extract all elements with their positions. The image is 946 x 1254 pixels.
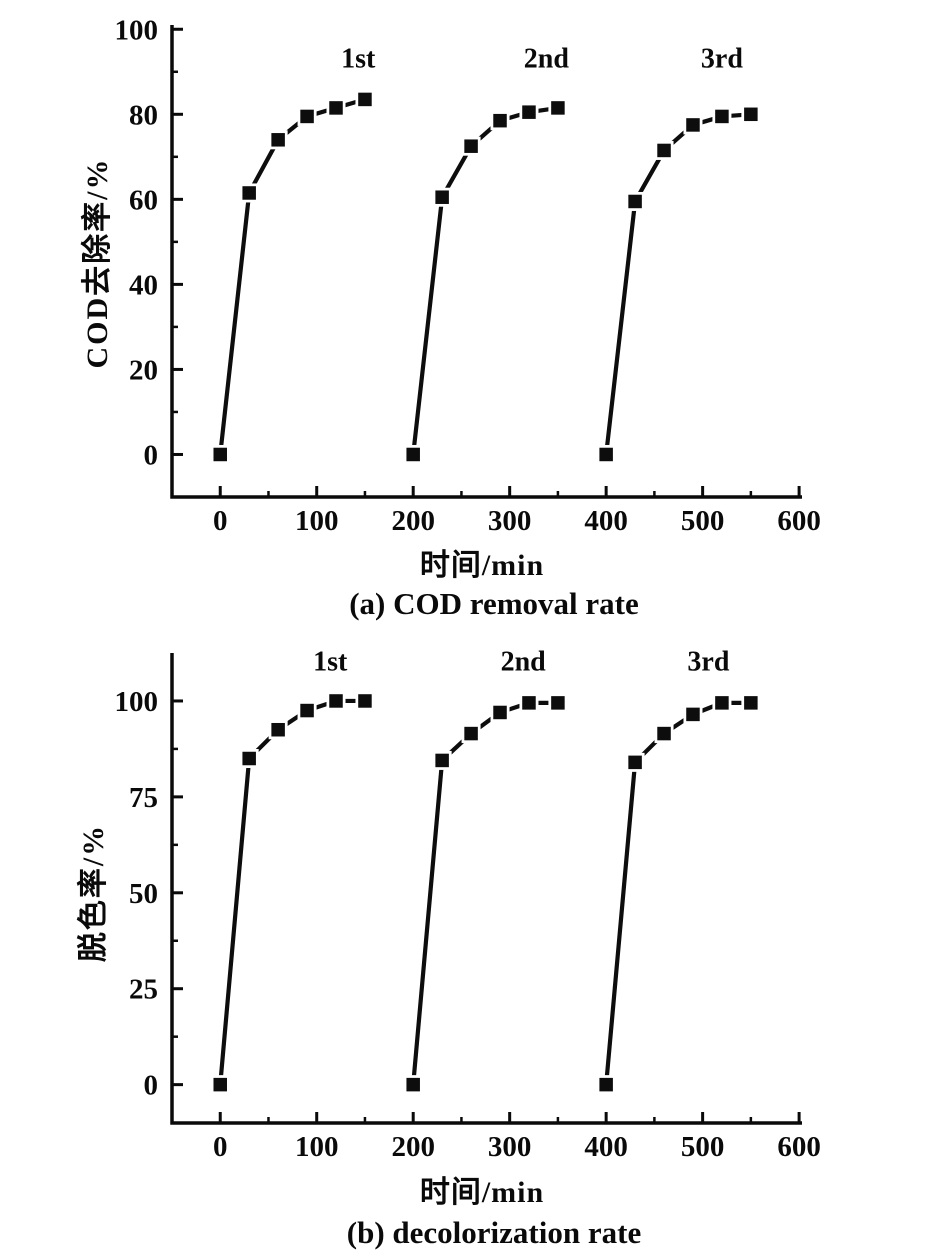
decolorization-chart-caption: (b) decolorization rate — [346, 1215, 642, 1250]
data-point-marker — [628, 755, 642, 770]
data-point-marker — [628, 194, 642, 209]
series-2nd: 2nd — [403, 646, 568, 1095]
y-tick-label: 0 — [144, 1070, 159, 1102]
series-label: 1st — [313, 646, 348, 677]
series-line — [218, 97, 366, 455]
data-point-marker — [522, 696, 536, 710]
data-point-marker — [271, 722, 285, 737]
data-point-marker — [715, 109, 729, 124]
y-tick-label: 100 — [115, 14, 159, 46]
data-point-marker — [406, 1077, 420, 1092]
data-point-marker — [493, 113, 507, 128]
x-tick-label: 0 — [213, 505, 228, 537]
x-tick-label: 0 — [213, 1131, 228, 1163]
data-point-marker — [464, 139, 478, 153]
cod-chart-caption: (a) COD removal rate — [349, 586, 639, 621]
y-tick-label: 25 — [129, 974, 158, 1006]
series-line — [604, 112, 752, 455]
axes-spines — [170, 25, 802, 499]
data-point-marker — [744, 107, 758, 122]
x-tick-label: 300 — [488, 505, 532, 537]
series-2nd: 2nd — [403, 44, 570, 464]
y-tick-label: 80 — [129, 99, 158, 131]
data-point-marker — [551, 101, 565, 115]
x-tick-label: 500 — [681, 1131, 725, 1163]
data-point-marker — [435, 190, 449, 204]
decolorization-chart: 0 100 200 300 400 500 600 0 25 50 75 100 1st 2nd 3rd — [115, 646, 821, 1163]
y-tick-label: 100 — [115, 686, 159, 718]
series-label: 1st — [341, 44, 376, 75]
data-point-marker — [599, 1077, 613, 1092]
data-point-marker — [213, 1077, 227, 1092]
y-tick-label: 0 — [144, 439, 159, 471]
y-tick-label: 20 — [129, 354, 158, 386]
data-point-marker — [551, 696, 565, 710]
data-point-marker — [686, 118, 700, 132]
data-point-marker — [435, 753, 449, 768]
data-point-marker — [406, 447, 420, 462]
series-3rd: 3rd — [596, 646, 761, 1095]
data-point-marker — [657, 726, 671, 741]
data-point-marker — [242, 751, 256, 766]
cod-chart-y-axis-title: COD去除率/% — [81, 157, 114, 369]
series-1st: 1st — [210, 44, 376, 464]
cod-chart-x-axis-title: 时间/min — [419, 549, 545, 582]
y-tick-label: 40 — [129, 269, 158, 301]
data-point-marker — [358, 92, 372, 107]
series-line — [411, 105, 559, 455]
x-tick-label: 400 — [584, 505, 628, 537]
data-point-marker — [686, 707, 700, 722]
axes-spines — [170, 653, 802, 1125]
x-tick-label: 200 — [391, 1131, 435, 1163]
data-point-marker — [271, 133, 285, 147]
series-label: 2nd — [501, 646, 547, 677]
data-point-marker — [715, 696, 729, 710]
data-point-marker — [493, 705, 507, 720]
x-tick-label: 600 — [777, 1131, 821, 1163]
series-label: 2nd — [524, 44, 570, 75]
data-point-marker — [464, 726, 478, 741]
x-tick-label: 100 — [295, 1131, 339, 1163]
decolorization-chart-x-axis-title: 时间/min — [419, 1176, 545, 1209]
series-3rd: 3rd — [596, 44, 761, 464]
x-tick-label: 400 — [584, 1131, 628, 1163]
x-tick-label: 200 — [391, 505, 435, 537]
data-point-marker — [744, 696, 758, 710]
data-point-marker — [300, 109, 314, 124]
data-point-marker — [329, 101, 343, 115]
data-point-marker — [213, 447, 227, 462]
data-point-marker — [329, 694, 343, 708]
x-tick-label: 600 — [777, 505, 821, 537]
data-point-marker — [358, 694, 372, 708]
series-1st: 1st — [210, 646, 375, 1095]
data-point-marker — [242, 186, 256, 200]
decolorization-chart-y-axis-title: 脱色率/% — [77, 823, 110, 963]
x-tick-label: 100 — [295, 505, 339, 537]
data-point-marker — [599, 447, 613, 462]
series-label: 3rd — [701, 44, 743, 75]
cod-removal-chart: 0 100 200 300 400 500 600 0 20 40 60 80 100 1st 2nd 3rd — [115, 14, 821, 537]
data-point-marker — [522, 105, 536, 119]
data-point-marker — [300, 703, 314, 718]
y-tick-label: 75 — [129, 782, 158, 814]
x-tick-label: 300 — [488, 1131, 532, 1163]
y-tick-label: 60 — [129, 184, 158, 216]
series-label: 3rd — [687, 646, 729, 677]
y-tick-label: 50 — [129, 878, 158, 910]
x-tick-label: 500 — [681, 505, 725, 537]
data-point-marker — [657, 143, 671, 158]
